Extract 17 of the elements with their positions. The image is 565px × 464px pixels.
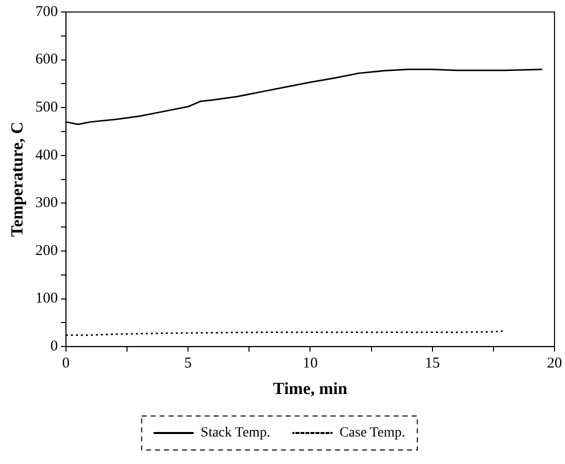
legend-label: Case Temp. bbox=[339, 426, 406, 441]
y-tick-label: 400 bbox=[35, 147, 58, 164]
x-tick-label: 10 bbox=[302, 356, 318, 372]
x-axis-title: Time, min bbox=[273, 379, 348, 398]
x-tick-label: 15 bbox=[424, 356, 440, 372]
y-tick-label: 300 bbox=[35, 195, 58, 212]
y-tick-label: 0 bbox=[50, 338, 58, 355]
y-tick-label: 700 bbox=[35, 4, 58, 20]
y-tick-label: 500 bbox=[35, 100, 58, 116]
x-tick-label: 20 bbox=[547, 356, 562, 372]
x-tick-label: 5 bbox=[184, 356, 192, 372]
y-tick-label: 600 bbox=[35, 52, 58, 68]
x-tick-label: 0 bbox=[62, 356, 70, 372]
y-axis-title: Temperature, C bbox=[8, 122, 27, 237]
y-tick-label: 100 bbox=[35, 290, 58, 307]
y-tick-label: 200 bbox=[35, 242, 58, 259]
legend-label: Stack Temp. bbox=[200, 426, 270, 441]
